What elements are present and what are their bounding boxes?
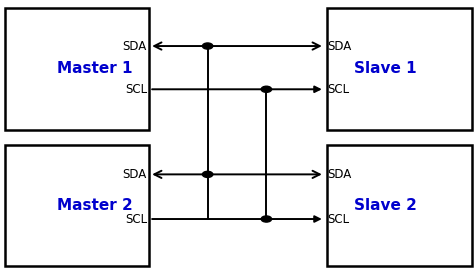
Text: Master 1: Master 1	[57, 61, 132, 76]
Text: SDA: SDA	[123, 40, 147, 52]
Text: SDA: SDA	[327, 40, 351, 52]
Circle shape	[202, 43, 213, 49]
Text: Slave 2: Slave 2	[354, 198, 417, 213]
Text: SCL: SCL	[125, 83, 147, 96]
Text: SCL: SCL	[327, 213, 349, 225]
Text: SCL: SCL	[327, 83, 349, 96]
Text: SDA: SDA	[327, 168, 351, 181]
Text: Slave 1: Slave 1	[355, 61, 417, 76]
Text: Master 2: Master 2	[57, 198, 133, 213]
Bar	[5, 8, 149, 130]
Text: SCL: SCL	[125, 213, 147, 225]
Circle shape	[202, 171, 213, 177]
Bar	[327, 8, 472, 130]
Circle shape	[261, 216, 272, 222]
Circle shape	[261, 86, 272, 92]
Bar	[327, 145, 472, 266]
Text: SDA: SDA	[123, 168, 147, 181]
Bar	[5, 145, 149, 266]
